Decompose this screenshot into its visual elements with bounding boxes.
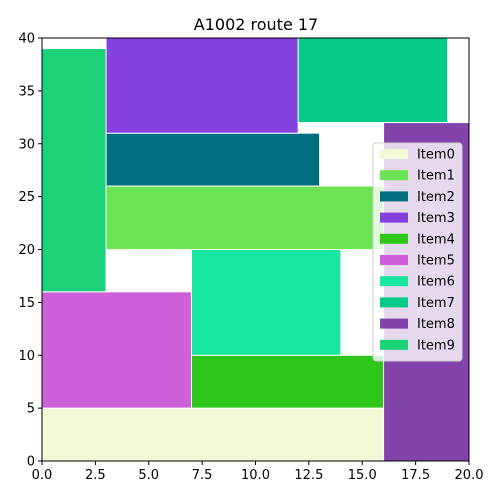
legend-label: Item3	[417, 211, 455, 226]
legend-label: Item8	[417, 317, 455, 332]
treemap-rect-item5	[41, 291, 192, 409]
legend-label: Item0	[417, 148, 455, 163]
legend-label: Item1	[417, 169, 455, 184]
y-tick-label: 10	[18, 349, 35, 364]
legend-swatch	[380, 233, 408, 244]
x-axis: 0.0 2.5 5.0 7.5 10.0 12.5 15.0 17.5 20.0	[32, 461, 484, 483]
legend-swatch	[380, 297, 408, 308]
legend-label: Item4	[417, 232, 455, 247]
legend-label: Item2	[417, 190, 455, 205]
y-tick-label: 20	[18, 243, 35, 258]
treemap-rect-item7	[297, 37, 449, 124]
x-tick-label: 12.5	[294, 468, 323, 483]
x-tick-label: 2.5	[85, 468, 106, 483]
x-tick-label: 20.0	[455, 468, 484, 483]
legend-label: Item9	[417, 338, 455, 353]
legend-swatch	[380, 318, 408, 329]
treemap-rect-item9	[41, 48, 107, 293]
legend-swatch	[380, 276, 408, 287]
x-tick-label: 5.0	[138, 468, 159, 483]
y-tick-label: 40	[18, 32, 35, 47]
x-tick-label: 15.0	[348, 468, 377, 483]
treemap-rect-item4	[190, 354, 385, 409]
x-tick-label: 17.5	[401, 468, 430, 483]
chart-title: A1002 route 17	[194, 15, 318, 34]
legend-label: Item5	[417, 254, 455, 269]
y-tick-label: 30	[18, 137, 35, 152]
legend-swatch	[380, 339, 408, 350]
treemap-rect-item3	[105, 37, 299, 134]
rects-layer	[41, 37, 470, 462]
legend-swatch	[380, 149, 408, 159]
treemap-rect-item2	[105, 132, 321, 187]
y-tick-label: 15	[18, 296, 35, 311]
y-axis: 0 5 10 15 20 25 30 35 40	[18, 32, 42, 470]
legend-swatch	[380, 191, 408, 202]
legend-label: Item7	[417, 296, 455, 311]
treemap-rect-item0	[41, 407, 385, 462]
treemap-rect-item6	[190, 249, 342, 356]
legend: Item0 Item1 Item2 Item3 Item4 Item5 Item6 Item7…	[372, 142, 463, 362]
x-tick-label: 10.0	[241, 468, 270, 483]
y-tick-label: 35	[18, 84, 35, 99]
legend-swatch	[380, 170, 408, 181]
legend-swatch	[380, 255, 408, 265]
x-tick-label: 7.5	[192, 468, 213, 483]
y-tick-label: 25	[18, 190, 35, 205]
legend-label: Item6	[417, 275, 455, 290]
x-tick-label: 0.0	[32, 468, 53, 483]
legend-swatch	[380, 212, 408, 223]
treemap-rect-item1	[105, 185, 385, 251]
y-tick-label: 0	[27, 455, 35, 470]
y-tick-label: 5	[27, 402, 35, 417]
